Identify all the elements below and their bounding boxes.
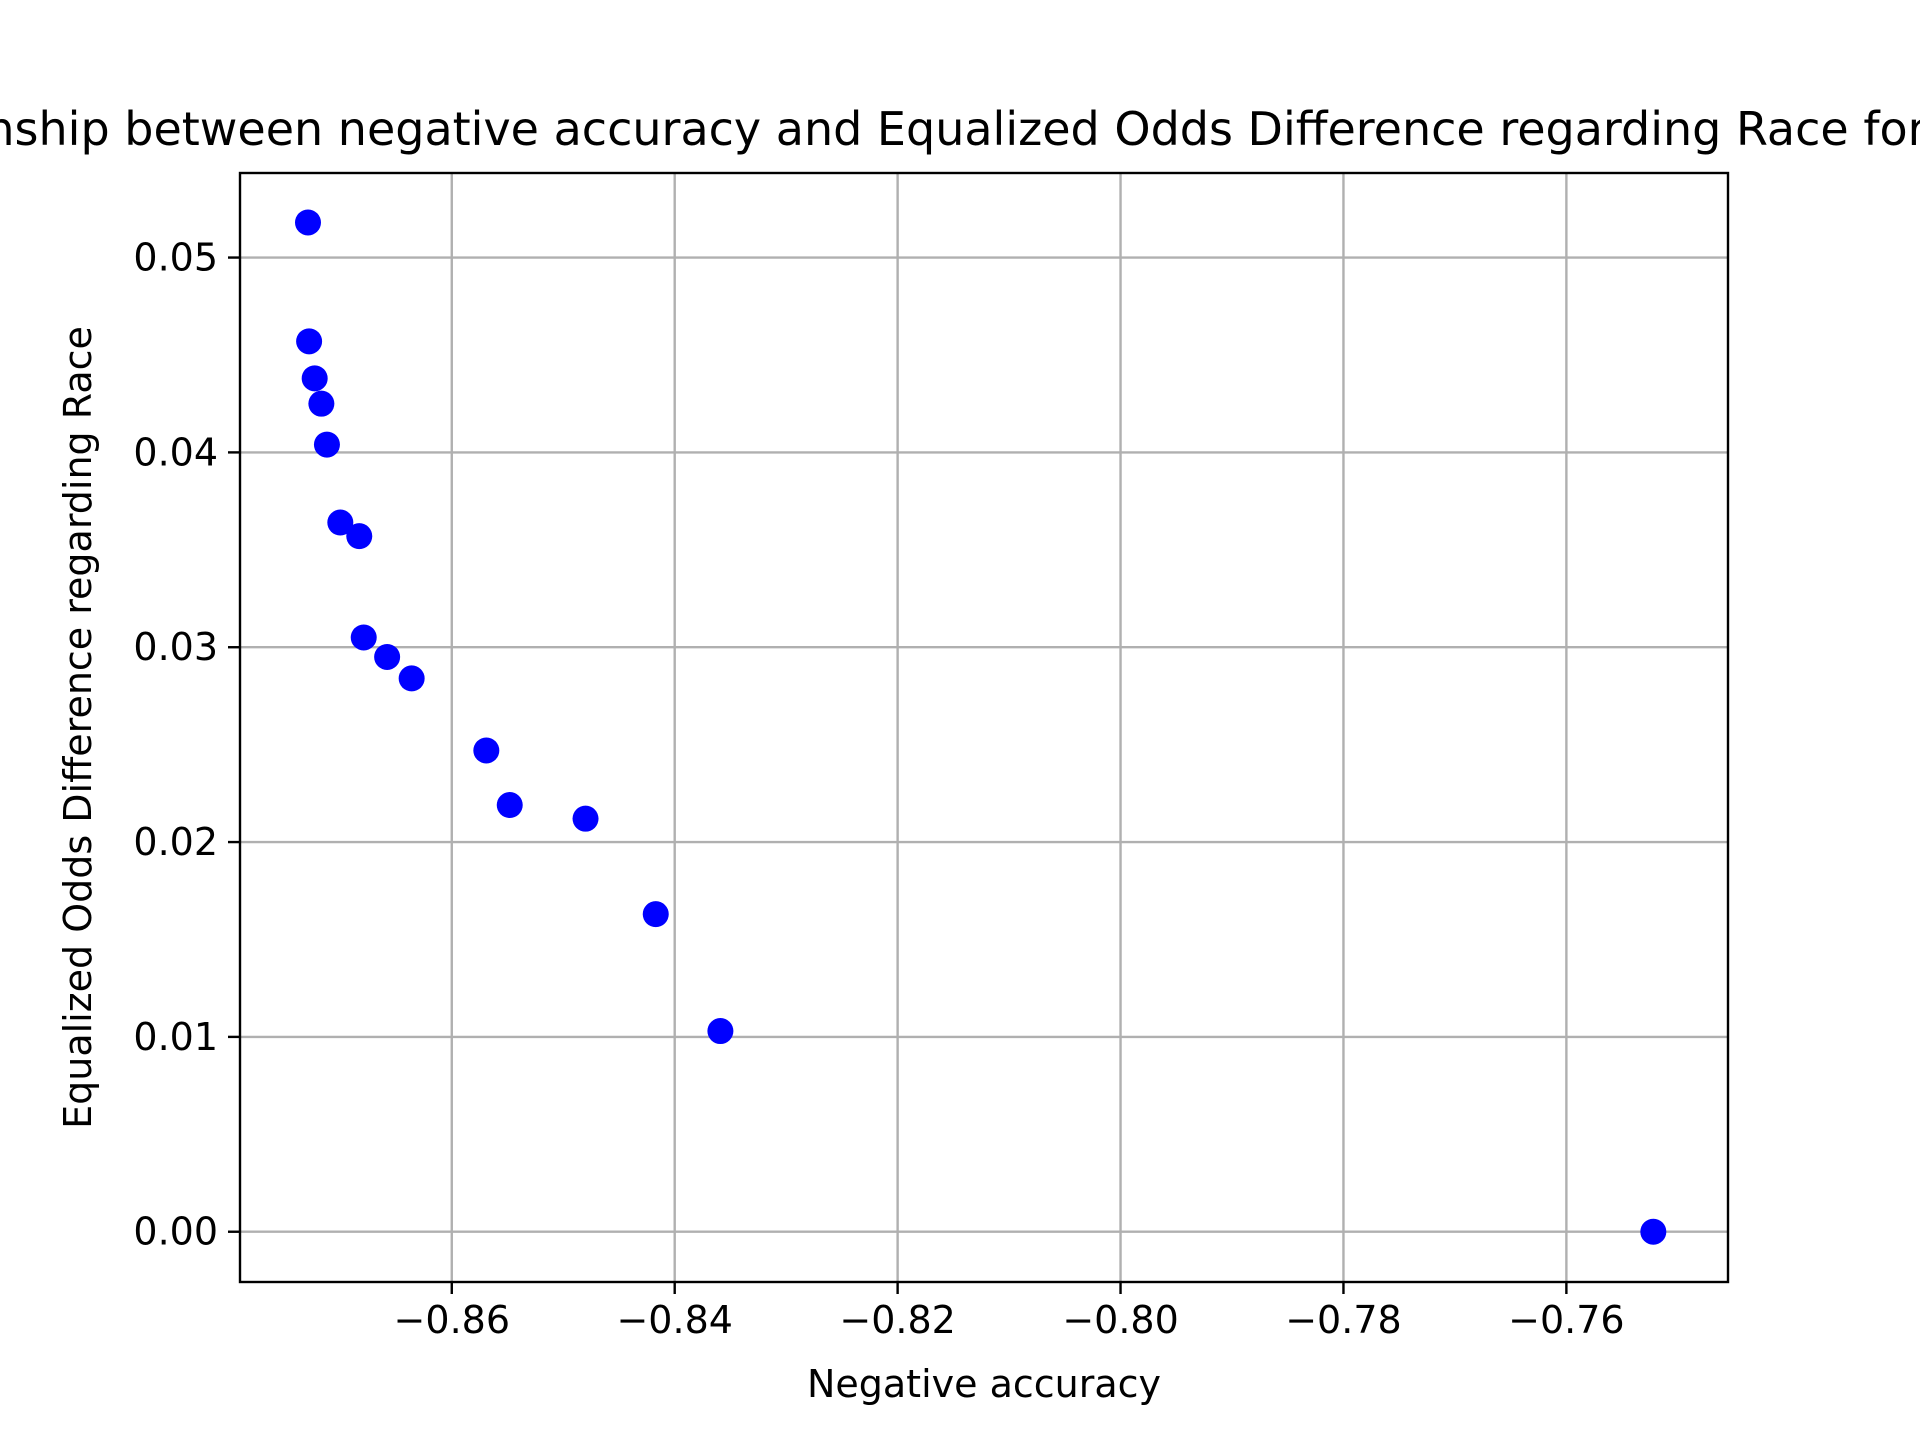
data-points (294, 209, 1667, 1245)
x-axis-ticks: −0.86 −0.84 −0.82 −0.80 −0.78 −0.76 (394, 1282, 1625, 1342)
y-tick-label: 0.03 (133, 625, 218, 669)
x-tick-label: −0.86 (394, 1298, 510, 1342)
y-axis-label: Equalized Odds Difference regarding Race (56, 326, 100, 1129)
data-point (327, 509, 354, 536)
y-tick-label: 0.02 (133, 820, 218, 864)
data-point (313, 431, 340, 458)
data-point (473, 737, 500, 764)
data-point (350, 624, 377, 651)
chart-title: Relationship between negative accuracy a… (0, 102, 1920, 156)
data-point (346, 523, 373, 550)
y-tick-label: 0.01 (133, 1015, 218, 1059)
x-tick-label: −0.76 (1508, 1298, 1624, 1342)
y-tick-label: 0.00 (133, 1210, 218, 1254)
y-tick-label: 0.05 (133, 236, 218, 280)
data-point (294, 209, 321, 236)
data-point (1640, 1218, 1667, 1245)
plot-frame (238, 171, 1730, 1284)
grid-lines (240, 173, 1728, 1282)
data-point (398, 665, 425, 692)
x-tick-label: −0.80 (1062, 1298, 1178, 1342)
data-point (496, 792, 523, 819)
data-point (308, 390, 335, 417)
x-tick-label: −0.84 (616, 1298, 732, 1342)
data-point (572, 805, 599, 832)
x-tick-label: −0.78 (1285, 1298, 1401, 1342)
y-axis-ticks: 0.00 0.01 0.02 0.03 0.04 0.05 (133, 236, 240, 1254)
x-axis-label: Negative accuracy (807, 1362, 1161, 1406)
y-tick-label: 0.04 (133, 430, 218, 474)
x-tick-label: −0.82 (839, 1298, 955, 1342)
data-point (642, 901, 669, 928)
data-point (301, 365, 328, 392)
data-point (707, 1018, 734, 1045)
data-point (374, 643, 401, 670)
data-point (296, 328, 323, 355)
